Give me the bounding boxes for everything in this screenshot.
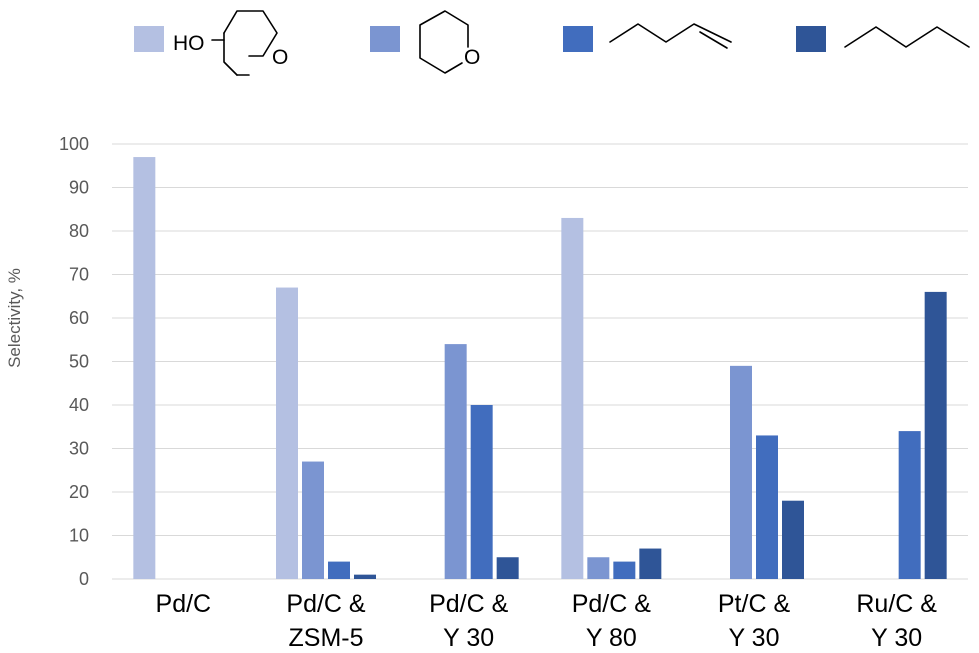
bar-series-3-category-3 — [470, 405, 493, 579]
y-axis-tick-labels: 0 10 20 30 40 50 60 70 80 90 100 — [59, 134, 89, 589]
bar-series-3-category-6 — [898, 431, 921, 579]
bar-series-4-category-2 — [354, 574, 376, 579]
y-tick-label: 0 — [79, 569, 89, 589]
y-tick-label: 70 — [69, 265, 89, 285]
legend-ring-oxygen-label: O — [272, 46, 288, 69]
legend-swatch-series-4 — [796, 26, 826, 52]
legend-ho-label: HO — [173, 32, 205, 55]
legend-swatch-series-3 — [563, 26, 593, 52]
bar-series-2-category-2 — [302, 461, 324, 579]
bar-series-4-category-6 — [924, 291, 947, 579]
bar-series-4-category-4 — [639, 548, 662, 579]
y-axis-title: Selectivity, % — [5, 268, 24, 368]
bar-series-2-category-5 — [730, 365, 752, 579]
bar-series-1-category-2 — [276, 287, 298, 579]
bars — [133, 157, 947, 580]
pentane-structure-icon — [844, 26, 970, 48]
y-tick-label: 30 — [69, 439, 89, 459]
bar-series-3-category-5 — [756, 435, 778, 579]
x-category-label: Pd/C & ZSM-5 — [286, 590, 366, 652]
y-tick-label: 10 — [69, 526, 89, 546]
gridlines — [112, 143, 968, 580]
x-category-label: Pt/C & Y 30 — [718, 590, 791, 652]
y-tick-label: 50 — [69, 352, 89, 372]
bar-series-4-category-5 — [782, 500, 804, 579]
bar-series-3-category-4 — [613, 561, 636, 579]
y-tick-label: 40 — [69, 395, 89, 415]
y-tick-label: 80 — [69, 221, 89, 241]
bar-series-3-category-2 — [328, 561, 350, 579]
bar-series-1-category-4 — [561, 217, 584, 579]
x-category-label: Pd/C & Y 80 — [572, 590, 652, 652]
y-tick-label: 100 — [59, 134, 89, 154]
1-pentene-structure-icon — [609, 23, 732, 49]
legend-swatch-series-2 — [370, 26, 400, 52]
bar-series-2-category-4 — [587, 557, 610, 579]
x-category-label: Pd/C — [156, 590, 212, 618]
legend-swatch-series-1 — [134, 26, 164, 52]
x-category-label: Ru/C & Y 30 — [856, 590, 937, 652]
legend-ring-oxygen-label-2: O — [464, 46, 480, 69]
bar-series-2-category-3 — [444, 344, 467, 579]
hydroxy-tetrahydropyran-structure-icon: HO O — [173, 10, 288, 76]
x-axis-category-labels: Pd/C Pd/C & ZSM-5 Pd/C & Y 30 Pd/C & Y 80 Pt/C … — [156, 590, 938, 652]
tetrahydropyran-structure-icon: O — [419, 10, 480, 74]
bar-series-1-category-1 — [133, 157, 156, 580]
legend: HO O O — [134, 10, 970, 76]
bar-series-4-category-3 — [496, 557, 519, 579]
y-tick-label: 60 — [69, 308, 89, 328]
x-category-label: Pd/C & Y 30 — [429, 590, 509, 652]
y-tick-label: 90 — [69, 178, 89, 198]
y-tick-label: 20 — [69, 482, 89, 502]
